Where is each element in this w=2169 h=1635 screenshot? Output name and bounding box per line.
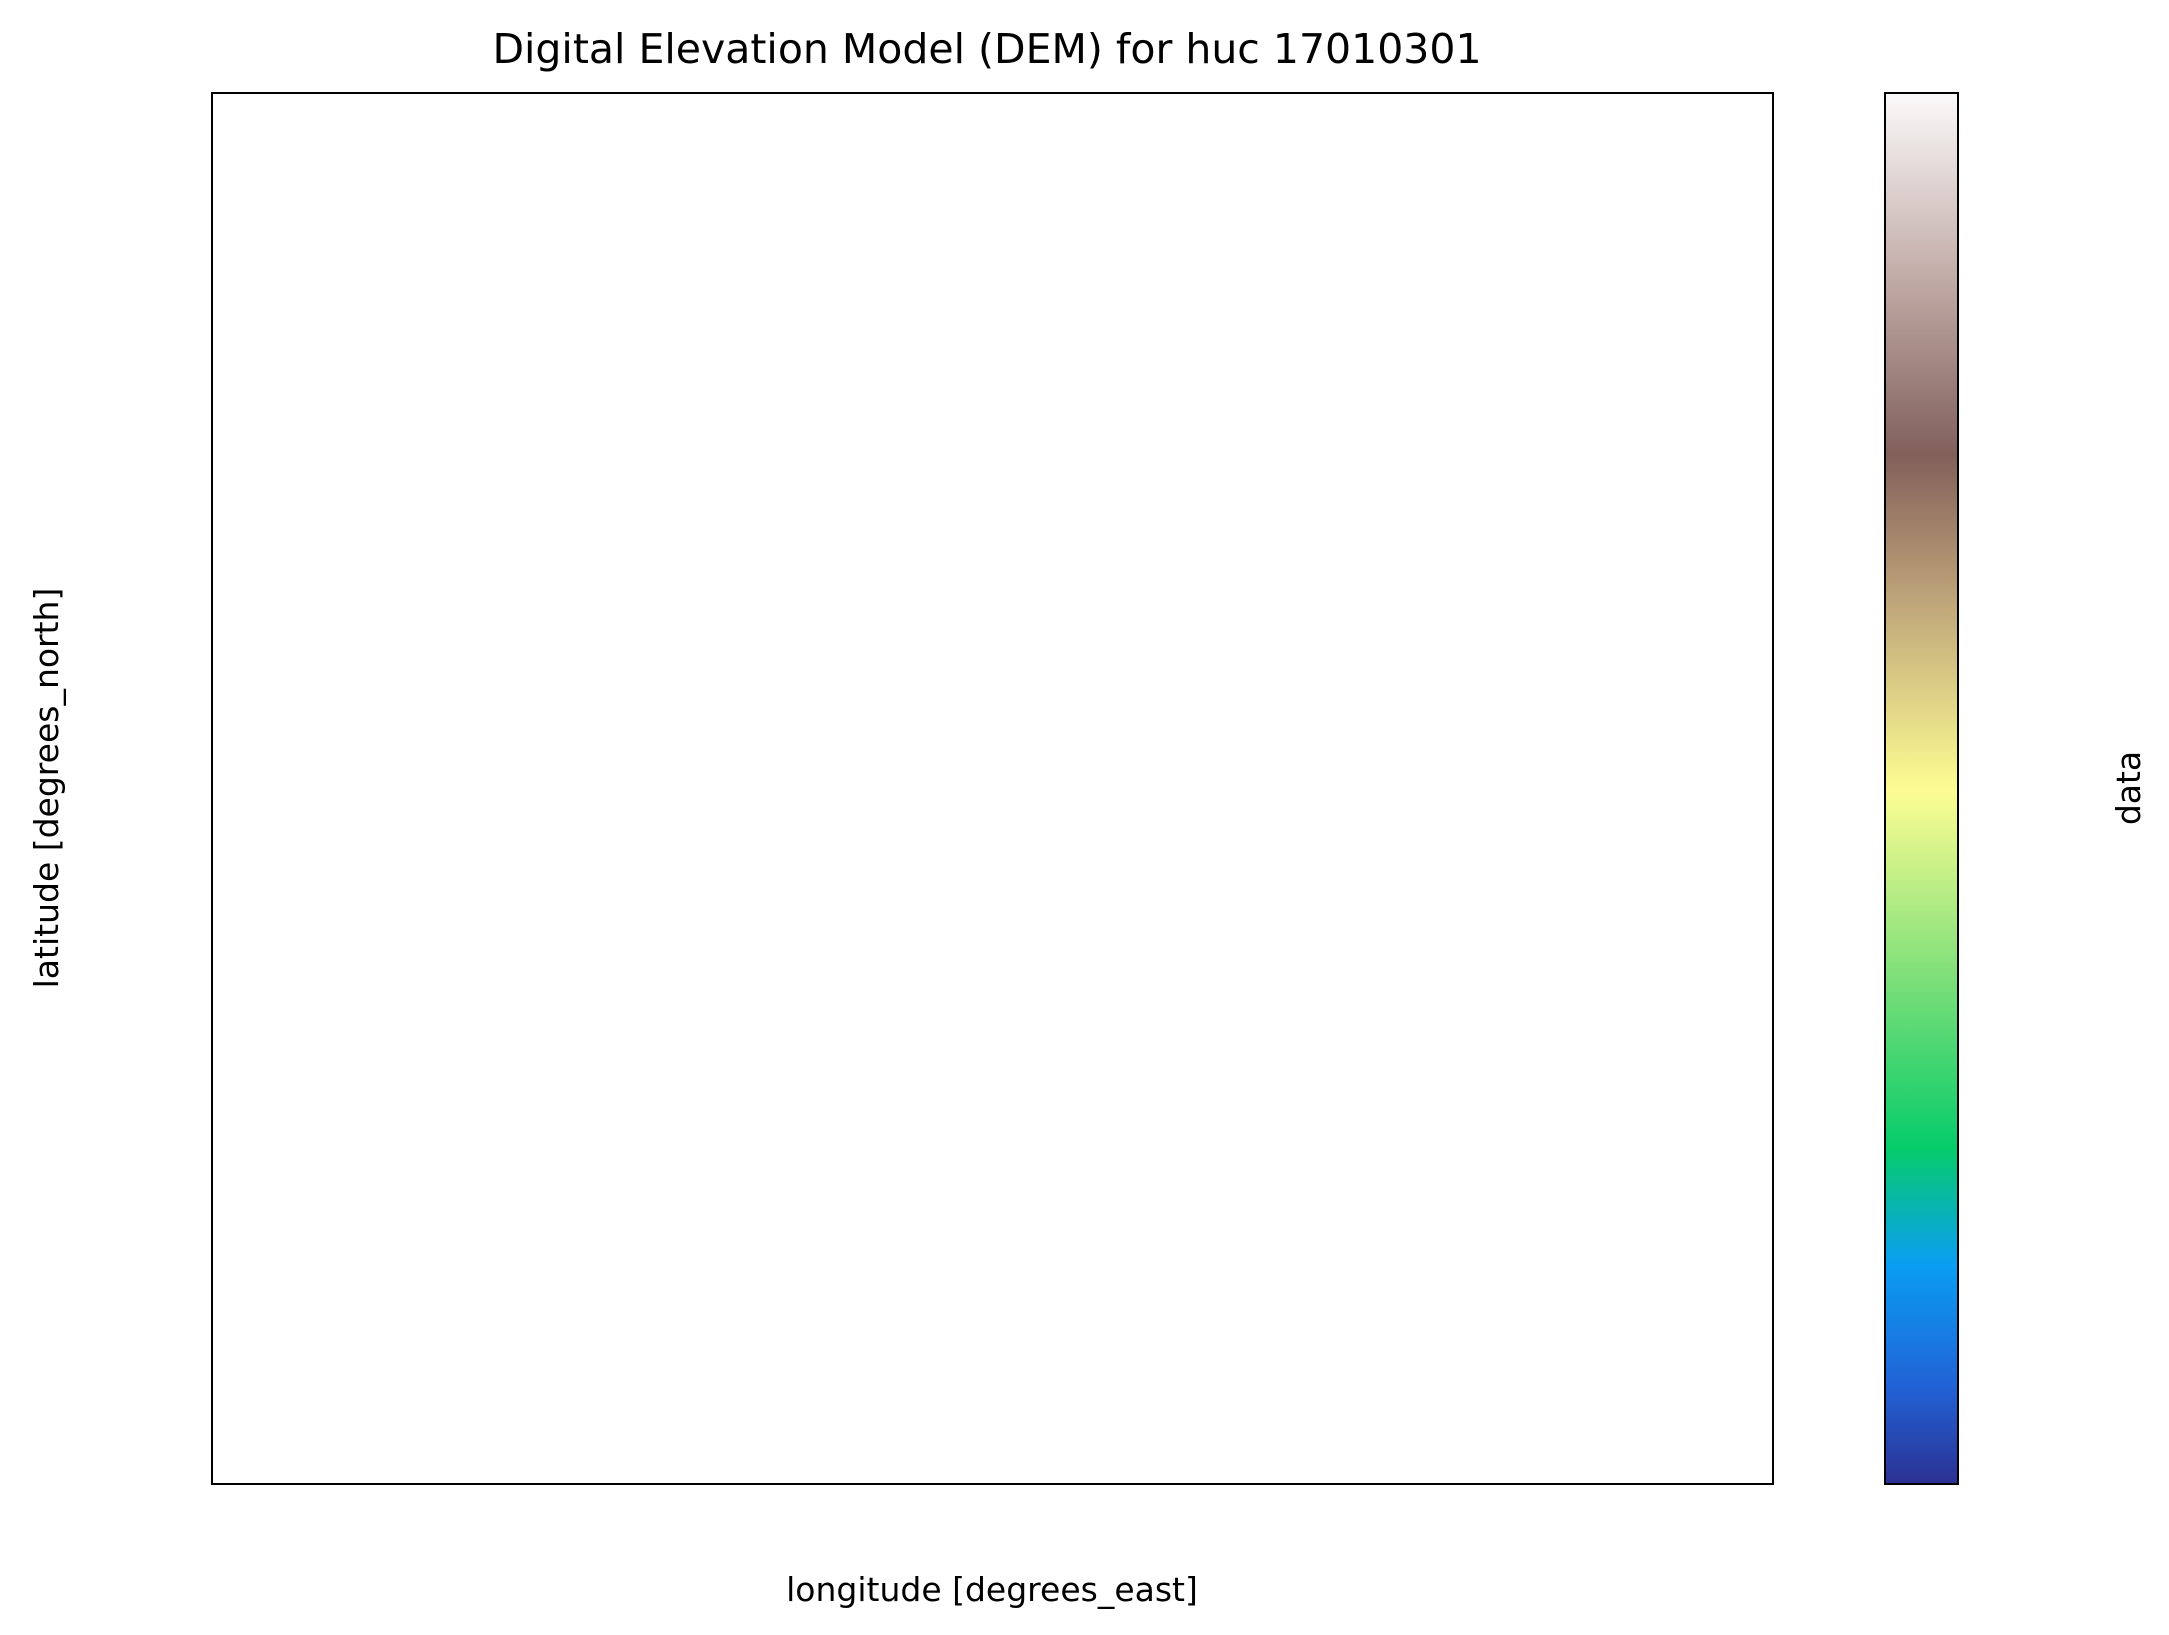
- colorbar: data: [1884, 92, 2148, 1485]
- colorbar-label: data: [2109, 751, 2148, 825]
- chart-title: Digital Elevation Model (DEM) for huc 17…: [492, 25, 1481, 73]
- plot-area: [212, 93, 1773, 1484]
- y-axis-label: latitude [degrees_north]: [27, 588, 66, 989]
- plot-frame: [211, 92, 1774, 1485]
- x-axis-label: longitude [degrees_east]: [786, 1570, 1198, 1609]
- colorbar-gradient: [1884, 92, 1959, 1485]
- map-panel: [211, 92, 1774, 1485]
